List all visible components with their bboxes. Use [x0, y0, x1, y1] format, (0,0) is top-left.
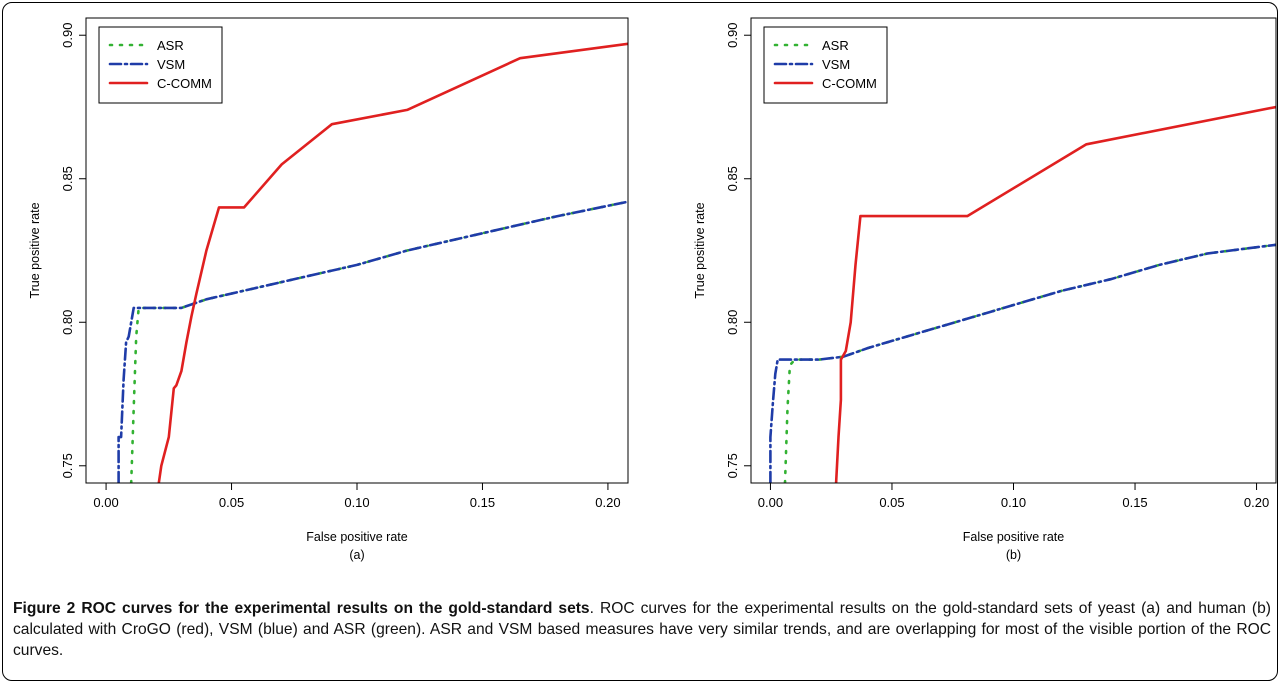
x-tick-label: 0.05 — [219, 495, 244, 510]
x-tick-label: 0.20 — [1244, 495, 1269, 510]
legend-label-asr: ASR — [822, 38, 849, 53]
panel-label: (b) — [1006, 548, 1021, 562]
x-axis-label: False positive rate — [306, 530, 407, 544]
y-tick-label: 0.90 — [725, 23, 740, 48]
x-tick-label: 0.10 — [344, 495, 369, 510]
chart-panel-1: 0.00 0.05 0.10 0.15 0.20 0.75 0.80 0.85 0.90 Fals… — [28, 17, 629, 562]
series-line-c-comm — [834, 105, 1276, 483]
x-tick-label: 0.00 — [758, 495, 783, 510]
series-line-vsm — [769, 243, 1276, 483]
panel-label: (a) — [349, 548, 364, 562]
caption-text: . ROC curves for the experimental result… — [13, 600, 1271, 659]
caption-title: Figure 2 ROC curves for the experimental… — [13, 600, 590, 617]
y-tick-label: 0.85 — [60, 166, 75, 191]
series-line-vsm — [117, 200, 628, 483]
y-tick-label: 0.75 — [60, 453, 75, 478]
y-tick-label: 0.80 — [725, 310, 740, 335]
y-tick-label: 0.85 — [725, 166, 740, 191]
x-tick-label: 0.15 — [470, 495, 495, 510]
series-line-asr — [129, 200, 628, 483]
y-tick-label: 0.80 — [60, 310, 75, 335]
x-tick-label: 0.20 — [595, 495, 620, 510]
x-tick-label: 0.10 — [1001, 495, 1026, 510]
x-tick-label: 0.15 — [1122, 495, 1147, 510]
y-tick-label: 0.75 — [725, 453, 740, 478]
legend-label-vsm: VSM — [822, 57, 850, 72]
legend-label-c-comm: C-COMM — [822, 76, 877, 91]
legend: ASR VSM C-COMM — [763, 26, 888, 104]
x-tick-label: 0.05 — [879, 495, 904, 510]
y-axis-label: True positive rate — [693, 202, 707, 298]
figure-caption: Figure 2 ROC curves for the experimental… — [13, 598, 1271, 661]
y-axis-label: True positive rate — [28, 202, 42, 298]
legend-label-asr: ASR — [157, 38, 184, 53]
legend: ASR VSM C-COMM — [98, 26, 223, 104]
roc-figure: 0.00 0.05 0.10 0.15 0.20 0.75 0.80 0.85 0.90 Fals… — [28, 17, 1277, 562]
chart-panel-2: 0.00 0.05 0.10 0.15 0.20 0.75 0.80 0.85 0.90 Fals… — [693, 17, 1277, 562]
y-tick-label: 0.90 — [60, 23, 75, 48]
x-tick-label: 0.00 — [93, 495, 118, 510]
legend-label-vsm: VSM — [157, 57, 185, 72]
series-line-asr — [783, 243, 1276, 483]
legend-label-c-comm: C-COMM — [157, 76, 212, 91]
series-line-c-comm — [157, 42, 628, 483]
x-axis-label: False positive rate — [963, 530, 1064, 544]
